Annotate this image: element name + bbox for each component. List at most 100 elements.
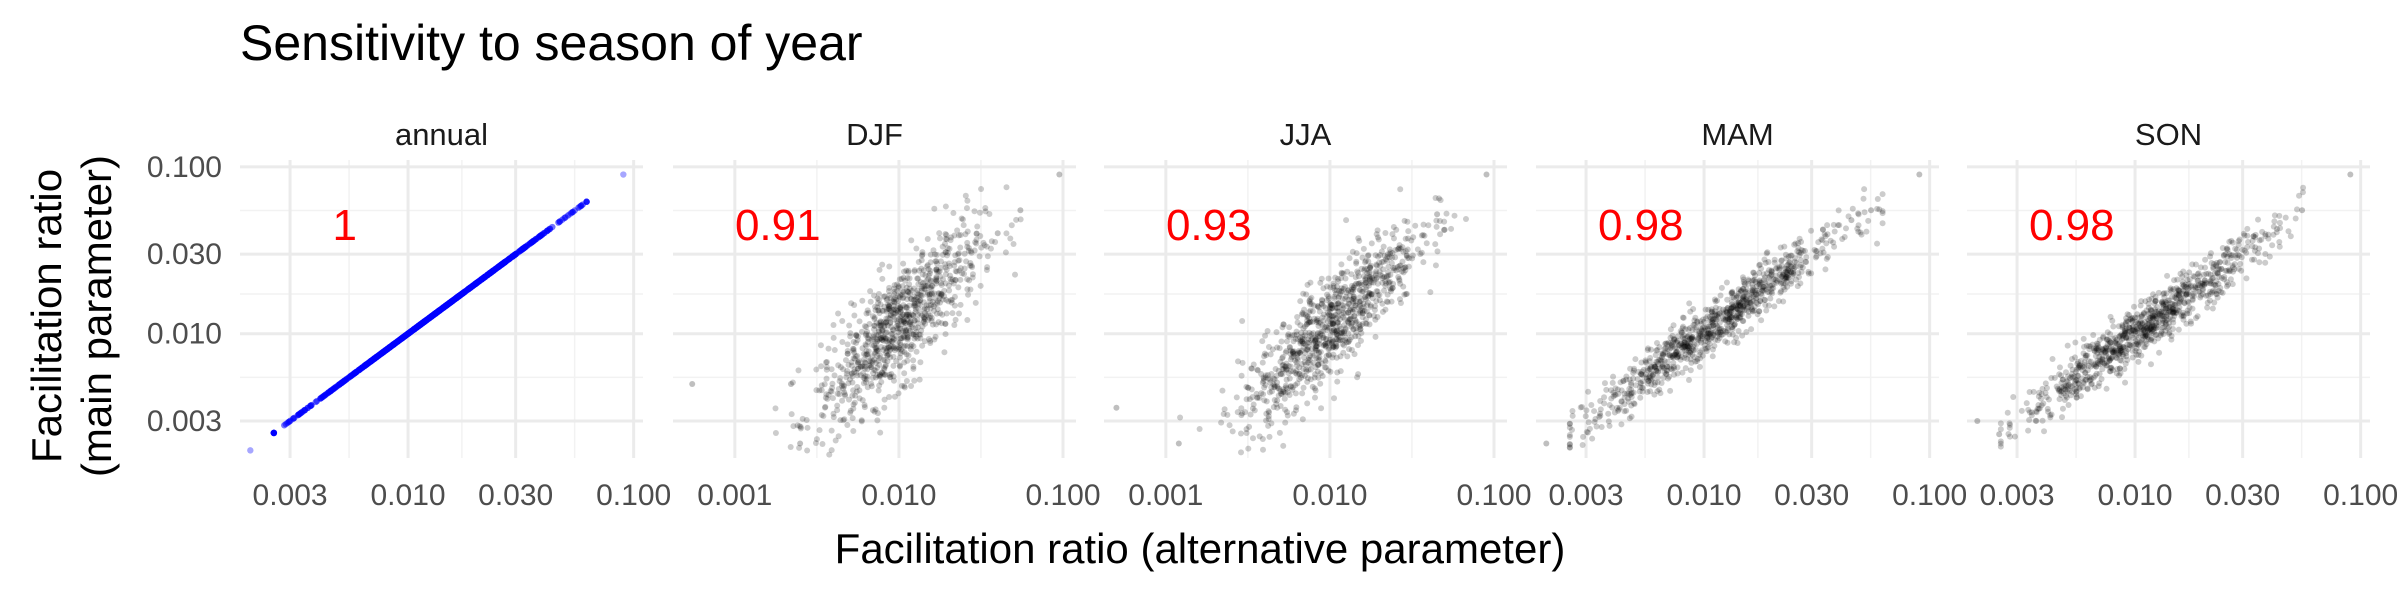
data-point [939,276,946,283]
data-point [2063,369,2070,376]
panel-strip-label: JJA [1280,117,1332,152]
data-point [1711,342,1718,349]
data-point [844,422,851,429]
data-point [1353,250,1360,257]
data-point [1297,349,1304,356]
data-point [1366,279,1373,286]
data-point [1302,341,1309,348]
data-point [1319,373,1326,380]
data-point [1314,368,1321,375]
data-point [1712,312,1719,319]
data-point [1631,400,1638,407]
data-point [1755,301,1762,308]
data-point [1294,351,1301,358]
data-point [1334,319,1341,326]
data-point [2077,362,2084,369]
data-point [1652,363,1659,370]
data-point [881,318,888,325]
data-point [926,291,933,298]
data-point [1735,306,1742,313]
data-point [1381,287,1388,294]
data-point [905,334,912,341]
data-point [896,294,903,301]
data-point [1749,298,1756,305]
data-point [1679,325,1686,332]
data-point [1761,274,1768,281]
data-point [875,328,882,335]
data-point [1611,409,1618,416]
data-point [1620,378,1627,385]
data-point [983,243,990,250]
data-point [1313,336,1320,343]
data-point [1384,299,1391,306]
data-point [875,347,882,354]
data-point [1670,322,1677,329]
data-point [1817,250,1824,257]
data-point [1706,323,1713,330]
data-point [1704,330,1711,337]
data-point [1313,317,1320,324]
data-point [1333,336,1340,343]
data-point [891,316,898,323]
data-point [2138,298,2145,305]
data-point [1648,381,1655,388]
data-point [1340,285,1347,292]
data-point [1579,441,1586,448]
data-point [917,279,924,286]
data-point [1667,326,1674,333]
data-point [2035,402,2042,409]
data-point [1248,386,1255,393]
data-point [887,311,894,318]
data-point [897,306,904,313]
data-point [2076,385,2083,392]
data-point [908,311,915,318]
data-point [897,339,904,346]
data-point [1239,317,1246,324]
data-point [1729,313,1736,320]
data-point [943,232,950,239]
data-point [871,366,878,373]
data-point [1360,281,1367,288]
data-point [1313,318,1320,325]
data-point [1003,230,1010,237]
data-point [1667,387,1674,394]
data-point [1658,357,1665,364]
data-point [903,351,910,358]
data-point [1322,357,1329,364]
data-point [931,336,938,343]
data-point [1385,272,1392,279]
data-point [886,338,893,345]
data-point [1297,340,1304,347]
data-point [938,320,945,327]
data-point [1354,268,1361,275]
data-point [1345,296,1352,303]
data-point [967,262,974,269]
data-point [1294,319,1301,326]
data-point [850,355,857,362]
data-point [917,335,924,342]
data-point [938,280,945,287]
data-point [1830,239,1837,246]
data-point [1357,322,1364,329]
data-point [1352,302,1359,309]
data-point [908,237,915,244]
data-point [869,374,876,381]
data-point [1311,385,1318,392]
data-point [848,359,855,366]
data-point [1729,289,1736,296]
data-point [892,296,899,303]
data-point [878,331,885,338]
data-point [900,294,907,301]
data-point [823,359,830,366]
data-point [904,336,911,343]
data-point [1729,304,1736,311]
data-point [860,370,867,377]
data-point [1382,306,1389,313]
data-point [1583,429,1590,436]
data-point [1306,329,1313,336]
data-point [1332,301,1339,308]
data-point [1681,339,1688,346]
data-point [1687,324,1694,331]
data-point [915,259,922,266]
data-point [2184,307,2191,314]
